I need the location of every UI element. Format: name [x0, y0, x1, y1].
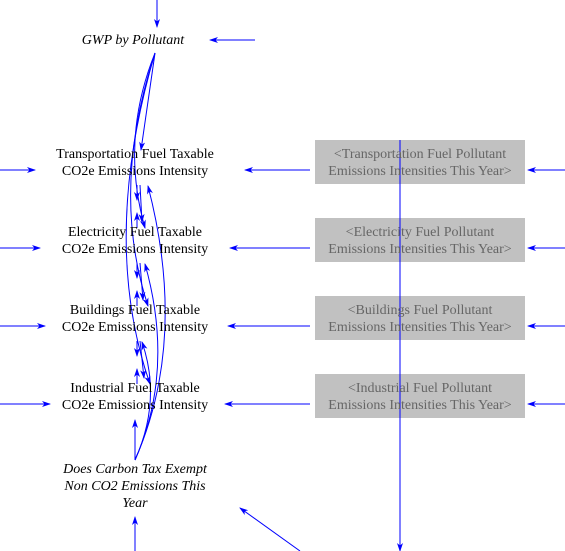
arrow-transport-to-electricity-b: [140, 185, 142, 222]
diagram-canvas: <Transportation Fuel PollutantEmissions …: [0, 0, 565, 551]
node-label-exempt: Does Carbon Tax ExemptNon CO2 Emissions …: [62, 462, 208, 511]
node-label-electricity: Electricity Fuel TaxableCO2e Emissions I…: [62, 225, 208, 257]
node-label-gwp: GWP by Pollutant: [82, 33, 186, 48]
node-label-industrial: Industrial Fuel TaxableCO2e Emissions In…: [62, 381, 208, 413]
arrow-gwp-to-transport: [141, 53, 155, 150]
node-label-buildings: Buildings Fuel TaxableCO2e Emissions Int…: [62, 303, 208, 335]
arrow-diag-into-exempt: [240, 508, 300, 551]
